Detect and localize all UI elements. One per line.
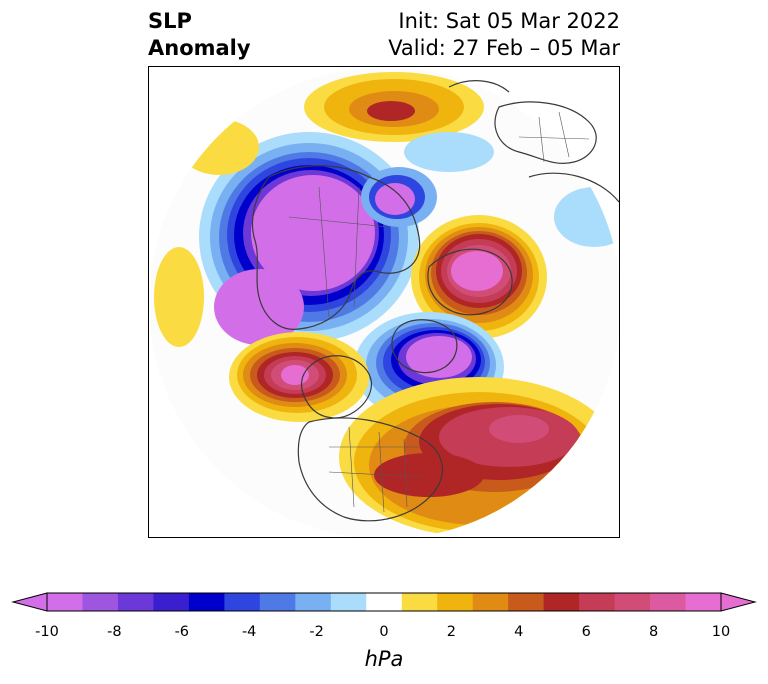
- colorbar-tick-label: -2: [309, 624, 324, 640]
- polar-map: [148, 66, 620, 538]
- colorbar-cell: [188, 593, 225, 611]
- colorbar-cell: [295, 593, 332, 611]
- positive-anomaly-east-asia: [179, 119, 259, 175]
- colorbar-cell: [614, 593, 651, 611]
- colorbar: [11, 592, 757, 612]
- colorbar-cell: [224, 593, 261, 611]
- colorbar-tick-label: -10: [35, 624, 59, 640]
- positive-anomaly-atlantic: [339, 377, 619, 537]
- colorbar-cell: [685, 593, 722, 611]
- colorbar-cell: [650, 593, 687, 611]
- colorbar-cell: [437, 593, 474, 611]
- colorbar-tick-label: 6: [581, 624, 591, 640]
- colorbar-tick-label: -4: [241, 624, 257, 640]
- init-date: Init: Sat 05 Mar 2022: [398, 9, 620, 33]
- country-borders: [288, 111, 590, 513]
- colorbar-cell: [543, 593, 580, 611]
- colorbar-tick-label: 4: [514, 624, 524, 640]
- positive-anomaly-west-siberia: [304, 72, 484, 142]
- colorbar-outline: [46, 592, 722, 612]
- colorbar-cell: [401, 593, 438, 611]
- anomaly-field: [149, 67, 619, 537]
- colorbar-tick-label: 2: [446, 624, 457, 640]
- colorbar-tick-label: 0: [379, 624, 389, 640]
- colorbar-tick-label: 10: [711, 624, 731, 640]
- positive-anomaly-alaska: [229, 332, 369, 422]
- colorbar-cell: [508, 593, 545, 611]
- colorbar-tick-label: -6: [174, 624, 190, 640]
- colorbar-extend-min: [11, 592, 48, 612]
- colorbar-cell: [117, 593, 154, 611]
- colorbar-cell: [153, 593, 190, 611]
- colorbar-cell: [47, 593, 83, 611]
- colorbar-cell: [259, 593, 296, 611]
- positive-anomaly-pacific: [154, 247, 204, 347]
- colorbar-cell: [82, 593, 119, 611]
- title-field: Anomaly: [148, 36, 251, 60]
- colorbar-cell: [330, 593, 367, 611]
- colorbar-tick-label: -8: [107, 624, 122, 640]
- colorbar-unit: hPa: [364, 647, 404, 671]
- colorbar-cell: [579, 593, 616, 611]
- colorbar-cell: [472, 593, 509, 611]
- colorbar-cell: [366, 593, 403, 611]
- negative-anomaly-siberia: [199, 132, 437, 345]
- positive-anomaly-scandinavia: [411, 215, 547, 339]
- coastlines: [251, 80, 619, 522]
- title-variable: SLP: [148, 9, 192, 33]
- colorbar-extend-max: [720, 592, 757, 612]
- valid-range: Valid: 27 Feb – 05 Mar: [388, 36, 620, 60]
- colorbar-tick-label: 8: [648, 624, 659, 640]
- map-title: SLP Anomaly: [148, 8, 251, 62]
- map-dates: Init: Sat 05 Mar 2022 Valid: 27 Feb – 05…: [388, 8, 620, 62]
